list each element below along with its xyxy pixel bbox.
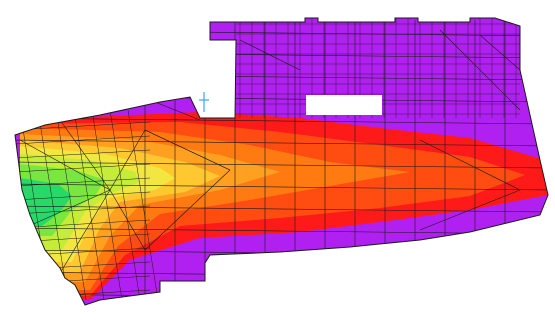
- mesh-line: [144, 169, 231, 251]
- mesh-line: [127, 109, 159, 301]
- mesh-line: [479, 34, 521, 71]
- model-outline: [14, 17, 549, 306]
- mesh-line: [59, 119, 111, 191]
- hole-opening: [306, 95, 382, 115]
- mesh-line: [15, 135, 151, 145]
- mesh-line: [109, 189, 146, 251]
- mesh-line: [15, 139, 548, 147]
- mesh-line: [239, 39, 301, 71]
- mesh-line: [19, 189, 111, 231]
- mesh-line: [19, 139, 111, 191]
- mesh-line: [439, 29, 521, 111]
- mesh-line: [91, 109, 123, 301]
- contour-bands: [20, 112, 548, 300]
- mesh-line: [15, 227, 548, 235]
- mesh-line: [15, 191, 151, 201]
- mesh-line: [15, 205, 151, 215]
- mesh-line: [15, 177, 151, 187]
- mesh-line: [419, 139, 521, 191]
- contour-band-green: [20, 178, 72, 226]
- support-marker: [199, 92, 209, 112]
- mesh-line: [73, 109, 105, 301]
- mesh-line: [15, 183, 548, 191]
- mesh-line: [15, 161, 548, 169]
- mesh-line: [144, 129, 231, 171]
- mesh-line: [15, 163, 151, 173]
- mesh-line: [149, 99, 201, 121]
- mesh-line: [55, 109, 87, 301]
- mesh-line: [109, 129, 146, 191]
- mesh-line: [15, 219, 151, 229]
- mesh-line: [109, 109, 141, 301]
- mesh-line: [15, 117, 548, 125]
- mesh-line: [15, 121, 151, 131]
- mesh-line: [419, 189, 521, 231]
- mesh-line: [15, 149, 151, 159]
